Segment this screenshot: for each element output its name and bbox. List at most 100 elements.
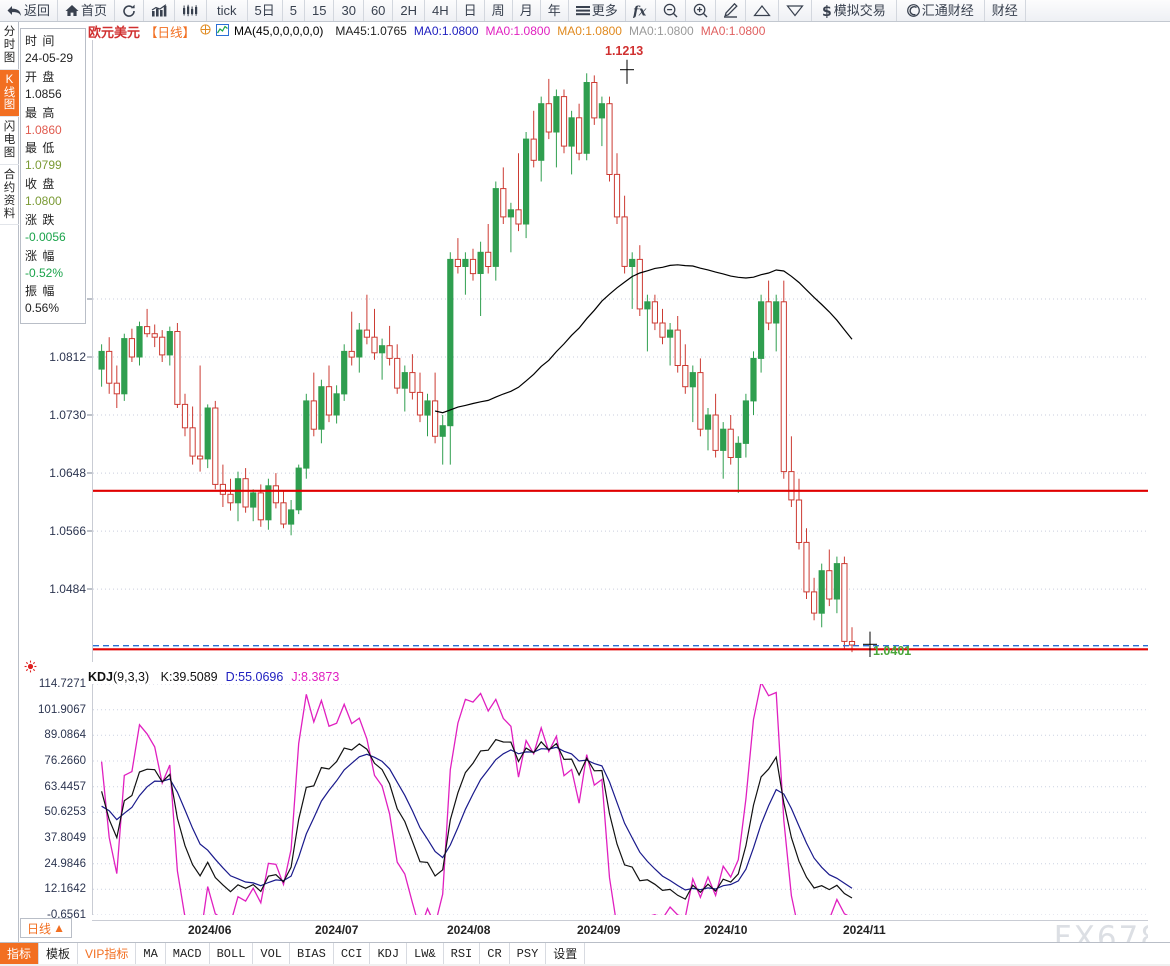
toolbar-draw-button[interactable] bbox=[716, 0, 746, 21]
quote-value-6: -0.52% bbox=[25, 265, 64, 280]
toolbar-finance-button[interactable]: 财经 bbox=[985, 0, 1026, 21]
ma-value-4: MA0:1.0800 bbox=[628, 24, 694, 38]
kdj-tick-label-2: 89.0864 bbox=[44, 729, 86, 742]
price-tick-label-5: 1.0484 bbox=[49, 582, 86, 597]
toolbar-week-label: 周 bbox=[491, 3, 505, 18]
toolbar-h4-label: 4H bbox=[432, 3, 449, 18]
toolbar-refresh-button[interactable] bbox=[115, 0, 145, 21]
toolbar-formula-button[interactable]: fx bbox=[626, 0, 656, 21]
price-tick-label-3: 1.0648 bbox=[49, 466, 86, 481]
indicator-BOLL-button[interactable]: BOLL bbox=[210, 943, 254, 964]
toolbar-chart-button[interactable] bbox=[144, 0, 176, 21]
period-chip-label: 日线 bbox=[27, 921, 52, 936]
candlestick-icon bbox=[182, 4, 199, 17]
vtab-3[interactable]: 合约资料 bbox=[0, 165, 19, 226]
toolbar-fx678-label: 汇通财经 bbox=[921, 3, 974, 18]
price-plot-area[interactable]: 1.1213 1.0401 bbox=[92, 40, 1170, 662]
quote-label-3: 最 低 bbox=[25, 141, 56, 156]
low-price-annotation: 1.0401 bbox=[873, 644, 912, 658]
toolbar-m30-button[interactable]: 30 bbox=[334, 0, 364, 21]
indicator-PSY-button[interactable]: PSY bbox=[510, 943, 547, 964]
indicator-KDJ-button[interactable]: KDJ bbox=[370, 943, 408, 964]
dollar-icon: $ bbox=[822, 4, 832, 18]
toolbar-home-button[interactable]: 首页 bbox=[58, 0, 116, 21]
price-tick-0 bbox=[87, 298, 92, 300]
indicator-CR-button[interactable]: CR bbox=[480, 943, 510, 964]
indicator-MA-button[interactable]: MA bbox=[136, 943, 166, 964]
toolbar-more-label: 更多 bbox=[591, 3, 618, 18]
toolbar-m60-button[interactable]: 60 bbox=[364, 0, 394, 21]
bar-chart-icon bbox=[151, 4, 167, 17]
toolbar-peak-button[interactable] bbox=[746, 0, 779, 21]
toolbar-m5-label: 5 bbox=[289, 3, 297, 18]
toolbar-h4-button[interactable]: 4H bbox=[425, 0, 457, 21]
right-edge-strip bbox=[1148, 22, 1170, 942]
toolbar-demo-button[interactable]: $ 模拟交易 bbox=[812, 0, 897, 21]
kdj-svg bbox=[93, 684, 1170, 915]
toolbar-home-label: 首页 bbox=[81, 3, 108, 18]
kdj-plot-area[interactable] bbox=[92, 684, 1170, 915]
toolbar-week-button[interactable]: 周 bbox=[485, 0, 513, 21]
indicator-RSI-button[interactable]: RSI bbox=[444, 943, 481, 964]
indicator-CCI-button[interactable]: CCI bbox=[334, 943, 371, 964]
indicator-指标-button[interactable]: 指标 bbox=[0, 943, 40, 964]
toolbar-day-button[interactable]: 日 bbox=[457, 0, 485, 21]
zoom-in-icon bbox=[693, 3, 708, 18]
vtab-2[interactable]: 闪电图 bbox=[0, 117, 19, 165]
indicator-MACD-button[interactable]: MACD bbox=[166, 943, 210, 964]
toolbar-zoomout-button[interactable] bbox=[656, 0, 686, 21]
vtab-0[interactable]: 分时图 bbox=[0, 22, 19, 70]
ma-indicator-icon[interactable] bbox=[216, 23, 230, 39]
toolbar-back-button[interactable]: 返回 bbox=[0, 0, 59, 21]
toolbar-candles-button[interactable] bbox=[175, 0, 208, 21]
indicator-VOL-button[interactable]: VOL bbox=[253, 943, 291, 964]
settings-circle-icon[interactable] bbox=[200, 24, 211, 38]
kdj-tick-label-0: 114.7271 bbox=[38, 678, 86, 690]
kdj-value-0: K:39.5089 bbox=[160, 670, 218, 684]
horizontal-scrollbar[interactable] bbox=[0, 964, 1170, 966]
quote-value-3: 1.0799 bbox=[25, 158, 62, 173]
indicator-LW-button[interactable]: LW& bbox=[407, 943, 444, 964]
quote-label-4: 收 盘 bbox=[25, 177, 56, 191]
toolbar-year-label: 年 bbox=[547, 3, 561, 18]
toolbar-m15-button[interactable]: 15 bbox=[305, 0, 335, 21]
symbol-label: 欧元美元 bbox=[88, 24, 141, 40]
price-tick-label-1: 1.0812 bbox=[49, 350, 86, 364]
ma-value-3: MA0:1.0800 bbox=[557, 24, 622, 38]
toolbar-valley-button[interactable] bbox=[779, 0, 812, 21]
quote-value-2: 1.0860 bbox=[25, 122, 62, 137]
quote-label-7: 振 幅 bbox=[25, 284, 56, 299]
indicator-BIAS-button[interactable]: BIAS bbox=[290, 943, 334, 964]
toolbar-month-label: 月 bbox=[519, 3, 533, 18]
toolbar-zoomin-button[interactable] bbox=[686, 0, 716, 21]
toolbar-more-button[interactable]: 更多 bbox=[569, 0, 626, 21]
quote-label-2: 最 高 bbox=[25, 105, 56, 120]
quote-value-5: -0.0056 bbox=[25, 229, 66, 244]
indicator-VIP指标-button[interactable]: VIP指标 bbox=[78, 943, 137, 964]
quote-value-1: 1.0856 bbox=[25, 86, 62, 101]
kdj-tick-label-5: 50.6253 bbox=[44, 806, 86, 819]
toolbar-5day-button[interactable]: 5日 bbox=[248, 0, 283, 21]
period-chip[interactable]: 日线 ▲ bbox=[20, 918, 72, 938]
toolbar-fx678-button[interactable]: 汇通财经 bbox=[897, 0, 985, 21]
toolbar-month-button[interactable]: 月 bbox=[513, 0, 541, 21]
hamburger-icon bbox=[575, 5, 590, 16]
refresh-icon bbox=[122, 4, 136, 18]
kdj-settings-gear-icon[interactable] bbox=[24, 660, 37, 678]
indicator-模板-button[interactable]: 模板 bbox=[39, 943, 79, 964]
triangle-up-icon bbox=[752, 4, 771, 17]
date-tick-label-5: 2024/11 bbox=[843, 923, 886, 937]
ma-value-0: MA45:1.0765 bbox=[335, 24, 407, 38]
high-price-annotation: 1.1213 bbox=[605, 44, 644, 58]
chart-container: 欧元美元 【日线】 MA(45,0,0,0,0,0) MA45:1.0765 MA… bbox=[20, 22, 1170, 956]
ma-values: MA45:1.0765 MA0:1.0800 MA0:1.0800 MA0:1.080… bbox=[328, 24, 765, 38]
indicator-设置-button[interactable]: 设置 bbox=[546, 943, 586, 964]
vtab-label: 合约资料 bbox=[3, 168, 16, 220]
toolbar-h2-button[interactable]: 2H bbox=[393, 0, 426, 21]
kdj-axis: 114.7271 101.9067 89.0864 76.2660 63.4457 50.… bbox=[20, 670, 92, 921]
toolbar-tick-button[interactable]: tick bbox=[207, 0, 248, 21]
toolbar-year-button[interactable]: 年 bbox=[541, 0, 569, 21]
kdj-tick-label-6: 37.8049 bbox=[44, 832, 86, 844]
toolbar-m5-button[interactable]: 5 bbox=[283, 0, 305, 21]
